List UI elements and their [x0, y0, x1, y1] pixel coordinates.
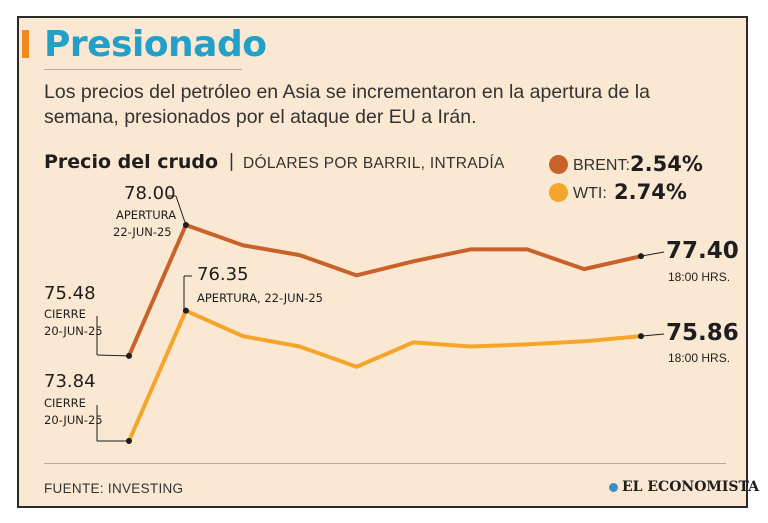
wti-close-label: CIERRE 20-JUN-25 [44, 395, 103, 429]
connector-brent-open-d [175, 195, 187, 226]
wti-close-label-line1: CIERRE [44, 396, 86, 410]
wti-open-label: APERTURA, 22-JUN-25 [197, 291, 323, 305]
brent-close-value: 75.48 [44, 283, 96, 304]
page-title: Presionado [44, 24, 267, 65]
legend-dot-wti [549, 183, 568, 202]
point-wti-9 [638, 333, 644, 340]
legend-name-brent: BRENT: [573, 157, 630, 174]
point-brent-1 [182, 222, 189, 228]
brent-end-value: 77.40 [666, 238, 739, 264]
series-line-brent [127, 223, 643, 358]
chart-units: DÓLARES POR BARRIL, INTRADÍA [243, 155, 505, 172]
brent-open-label-line1: APERTURA [116, 208, 177, 222]
chart-title-separator: | [229, 151, 234, 172]
connector-brent-close [96, 354, 130, 357]
brent-open-label: APERTURA 22-JUN-25 [113, 207, 177, 241]
connector-brent-end [640, 251, 665, 257]
wti-end-value: 75.86 [666, 320, 739, 346]
legend-change-wti: 2.74% [614, 180, 687, 204]
brent-open-value: 78.00 [124, 183, 176, 204]
infographic-card [17, 16, 748, 508]
chart-series [126, 222, 644, 444]
point-brent-9 [638, 253, 644, 260]
legend-dot-brent [549, 155, 568, 174]
chart-title: Precio del crudo [44, 151, 219, 173]
wti-close-value: 73.84 [44, 371, 96, 392]
subtitle-line-1: Los precios del petróleo en Asia se incr… [44, 81, 650, 103]
legend-name-wti: WTI: [573, 185, 607, 202]
brent-end-time: 18:00 HRS. [668, 270, 731, 284]
wti-open-value: 76.35 [197, 264, 249, 285]
wti-close-label-line2: 20-JUN-25 [44, 413, 103, 427]
title-divider [44, 69, 242, 70]
subtitle: Los precios del petróleo en Asia se incr… [44, 80, 684, 130]
brand-logo-icon [609, 483, 618, 492]
legend-change-brent: 2.54% [630, 152, 703, 176]
chart-baseline [44, 463, 726, 464]
series-line-wti [127, 308, 643, 443]
brent-close-label: CIERRE 20-JUN-25 [44, 306, 103, 340]
subtitle-line-2: semana, presionados por el ataque der EU… [44, 106, 477, 128]
brent-close-label-line2: 20-JUN-25 [44, 324, 103, 338]
connector-wti-end [640, 333, 665, 337]
wti-end-time: 18:00 HRS. [668, 351, 731, 365]
point-wti-0 [126, 438, 132, 444]
point-wti-1 [182, 307, 189, 314]
point-brent-0 [126, 352, 132, 359]
annotation-connectors [96, 195, 665, 442]
brent-open-label-line2: 22-JUN-25 [113, 225, 172, 239]
source-note: FUENTE: INVESTING [44, 481, 184, 496]
title-accent-bar [22, 30, 29, 58]
brent-close-label-line1: CIERRE [44, 307, 86, 321]
brand-name: EL ECONOMISTA [622, 479, 760, 495]
